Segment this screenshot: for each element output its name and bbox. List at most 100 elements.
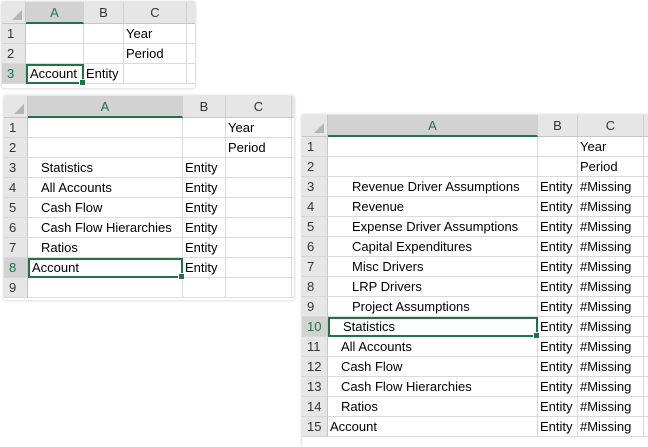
cell-a10[interactable]: Statistics bbox=[328, 317, 540, 339]
cell-b13[interactable]: Entity bbox=[538, 377, 578, 397]
cell-c7[interactable] bbox=[226, 238, 292, 258]
cell-d8[interactable] bbox=[644, 277, 648, 297]
row-header-1[interactable]: 1 bbox=[4, 118, 28, 138]
cell-a6[interactable]: Cash Flow Hierarchies bbox=[28, 218, 183, 238]
cell-a7[interactable]: Ratios bbox=[28, 238, 183, 258]
cell-c13[interactable]: #Missing bbox=[578, 377, 644, 397]
row-header-3[interactable]: 3 bbox=[2, 64, 26, 84]
cell-d6[interactable] bbox=[644, 237, 648, 257]
column-header-b[interactable]: B bbox=[183, 96, 226, 118]
cell-b2[interactable] bbox=[183, 138, 226, 158]
row-header-8[interactable]: 8 bbox=[4, 258, 28, 278]
row-header-2[interactable]: 2 bbox=[302, 157, 328, 177]
row-header-6[interactable]: 6 bbox=[302, 237, 328, 257]
cell-a2[interactable] bbox=[328, 157, 538, 177]
column-header-a[interactable]: A bbox=[28, 96, 183, 118]
cell-c14[interactable]: #Missing bbox=[578, 397, 644, 417]
cell-a4[interactable]: All Accounts bbox=[28, 178, 183, 198]
row-header-9[interactable]: 9 bbox=[4, 278, 28, 298]
row-header-12[interactable]: 12 bbox=[302, 357, 328, 377]
cell-c6[interactable]: #Missing bbox=[578, 237, 644, 257]
cell-b7[interactable]: Entity bbox=[183, 238, 226, 258]
cell-c3[interactable] bbox=[226, 158, 292, 178]
cell-a5[interactable]: Expense Driver Assumptions bbox=[328, 217, 538, 237]
cell-d15[interactable] bbox=[644, 417, 648, 437]
cell-a15[interactable]: Account bbox=[328, 417, 538, 437]
row-header-3[interactable]: 3 bbox=[4, 158, 28, 178]
cell-a3[interactable]: Statistics bbox=[28, 158, 183, 178]
cell-c15[interactable]: #Missing bbox=[578, 417, 644, 437]
cell-b1[interactable] bbox=[538, 137, 578, 157]
cell-d1[interactable] bbox=[187, 24, 195, 44]
cell-a3[interactable]: Account bbox=[26, 64, 86, 86]
cell-d4[interactable] bbox=[292, 178, 294, 198]
cell-d3[interactable] bbox=[187, 64, 195, 84]
cell-d5[interactable] bbox=[644, 217, 648, 237]
cell-a3[interactable]: Revenue Driver Assumptions bbox=[328, 177, 538, 197]
cell-b3[interactable]: Entity bbox=[84, 64, 124, 84]
row-header-11[interactable]: 11 bbox=[302, 337, 328, 357]
cell-d1[interactable] bbox=[292, 118, 294, 138]
row-header-2[interactable]: 2 bbox=[4, 138, 28, 158]
select-all-button[interactable] bbox=[4, 96, 28, 118]
cell-d9[interactable] bbox=[292, 278, 294, 298]
cell-c12[interactable]: #Missing bbox=[578, 357, 644, 377]
cell-d3[interactable] bbox=[644, 177, 648, 197]
cell-c1[interactable]: Year bbox=[124, 24, 187, 44]
cell-b7[interactable]: Entity bbox=[538, 257, 578, 277]
cell-d2[interactable] bbox=[644, 157, 648, 177]
cell-b4[interactable]: Entity bbox=[183, 178, 226, 198]
cell-c5[interactable]: #Missing bbox=[578, 217, 644, 237]
cell-b5[interactable]: Entity bbox=[183, 198, 226, 218]
cell-c6[interactable] bbox=[226, 218, 292, 238]
cell-a9[interactable]: Project Assumptions bbox=[328, 297, 538, 317]
cell-c4[interactable] bbox=[226, 178, 292, 198]
cell-b11[interactable]: Entity bbox=[538, 337, 578, 357]
cell-c7[interactable]: #Missing bbox=[578, 257, 644, 277]
cell-d7[interactable] bbox=[292, 238, 294, 258]
cell-b8[interactable]: Entity bbox=[183, 258, 226, 278]
cell-a1[interactable] bbox=[28, 118, 183, 138]
cell-a6[interactable]: Capital Expenditures bbox=[328, 237, 538, 257]
cell-a14[interactable]: Ratios bbox=[328, 397, 538, 417]
cell-a7[interactable]: Misc Drivers bbox=[328, 257, 538, 277]
cell-d14[interactable] bbox=[644, 397, 648, 417]
cell-b12[interactable]: Entity bbox=[538, 357, 578, 377]
cell-d9[interactable] bbox=[644, 297, 648, 317]
cell-c5[interactable] bbox=[226, 198, 292, 218]
cell-b6[interactable]: Entity bbox=[538, 237, 578, 257]
cell-a11[interactable]: All Accounts bbox=[328, 337, 538, 357]
cell-c1[interactable]: Year bbox=[226, 118, 292, 138]
column-header-b[interactable]: B bbox=[84, 2, 124, 24]
column-header-next[interactable] bbox=[292, 96, 294, 118]
row-header-7[interactable]: 7 bbox=[4, 238, 28, 258]
cell-a12[interactable]: Cash Flow bbox=[328, 357, 538, 377]
column-header-b[interactable]: B bbox=[538, 115, 578, 137]
cell-a13[interactable]: Cash Flow Hierarchies bbox=[328, 377, 538, 397]
cell-c2[interactable]: Period bbox=[124, 44, 187, 64]
cell-d2[interactable] bbox=[292, 138, 294, 158]
cell-d13[interactable] bbox=[644, 377, 648, 397]
select-all-button[interactable] bbox=[2, 2, 26, 24]
cell-b14[interactable]: Entity bbox=[538, 397, 578, 417]
cell-a2[interactable] bbox=[28, 138, 183, 158]
row-header-1[interactable]: 1 bbox=[2, 24, 26, 44]
row-header-14[interactable]: 14 bbox=[302, 397, 328, 417]
row-header-1[interactable]: 1 bbox=[302, 137, 328, 157]
cell-d11[interactable] bbox=[644, 337, 648, 357]
cell-c9[interactable]: #Missing bbox=[578, 297, 644, 317]
cell-a1[interactable] bbox=[328, 137, 538, 157]
row-header-6[interactable]: 6 bbox=[4, 218, 28, 238]
cell-b6[interactable]: Entity bbox=[183, 218, 226, 238]
cell-d5[interactable] bbox=[292, 198, 294, 218]
cell-d8[interactable] bbox=[292, 258, 294, 278]
cell-d6[interactable] bbox=[292, 218, 294, 238]
row-header-8[interactable]: 8 bbox=[302, 277, 328, 297]
cell-a1[interactable] bbox=[26, 24, 84, 44]
row-header-5[interactable]: 5 bbox=[302, 217, 328, 237]
cell-c9[interactable] bbox=[226, 278, 292, 298]
cell-c3[interactable] bbox=[124, 64, 187, 84]
cell-b5[interactable]: Entity bbox=[538, 217, 578, 237]
cell-a9[interactable] bbox=[28, 278, 183, 298]
cell-b3[interactable]: Entity bbox=[538, 177, 578, 197]
